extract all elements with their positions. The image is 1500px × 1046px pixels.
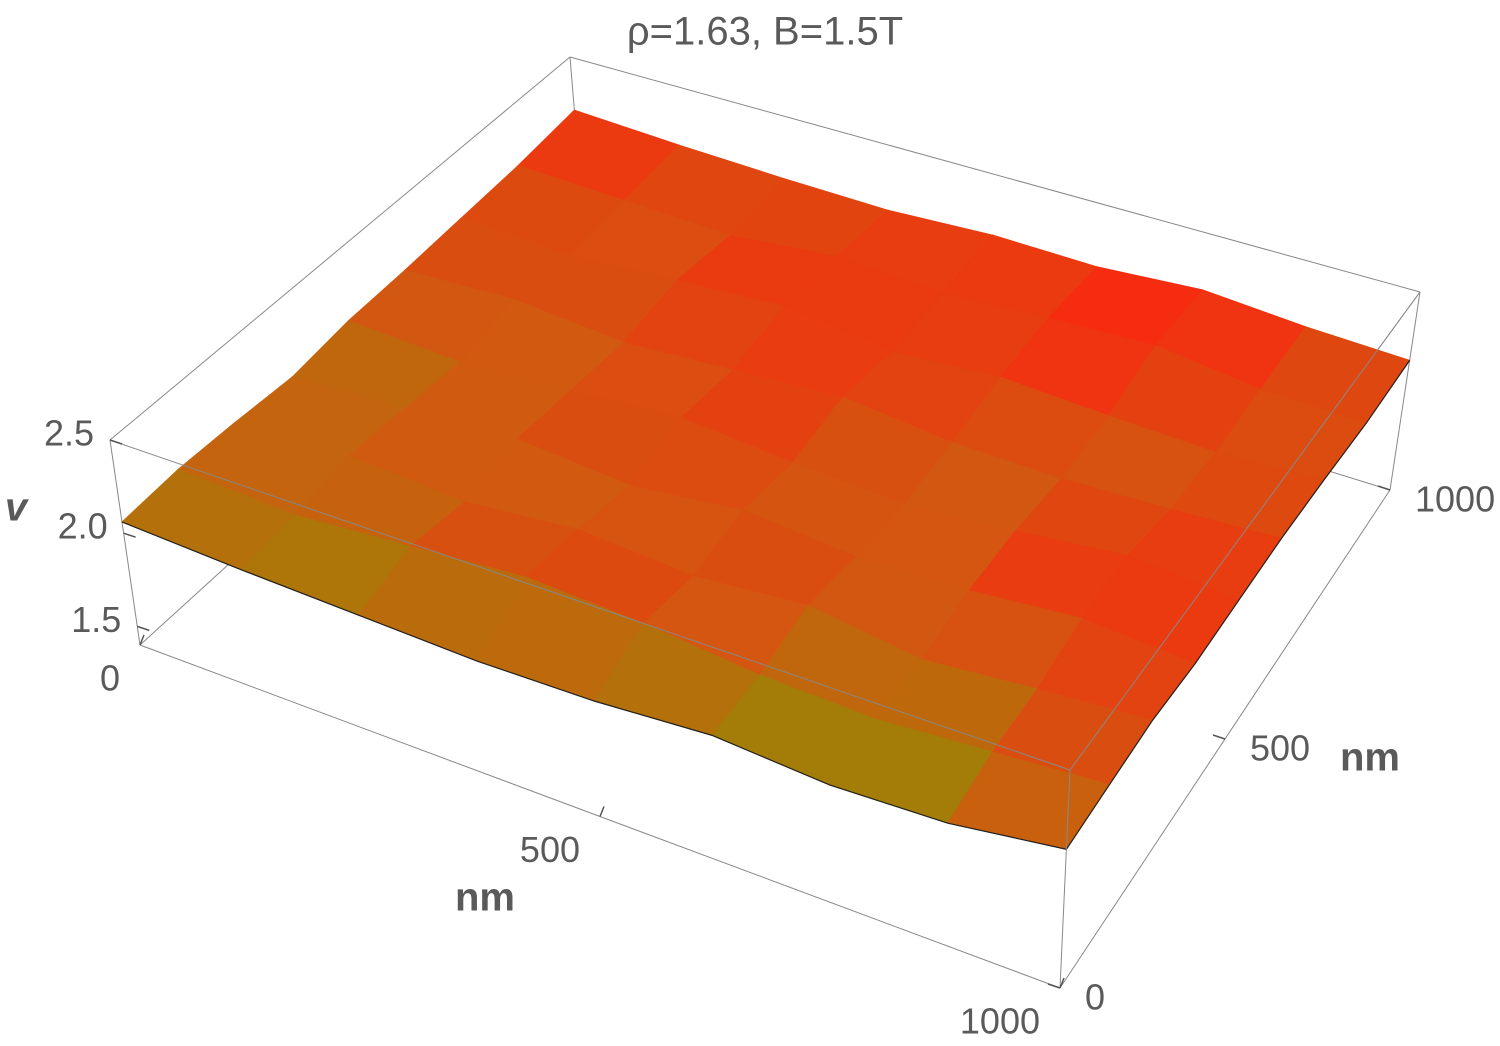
x-tick bbox=[1059, 977, 1065, 989]
z-tick-label: 2.0 bbox=[58, 506, 108, 547]
z-tick bbox=[109, 439, 123, 445]
y-tick bbox=[1212, 734, 1226, 740]
z-tick bbox=[123, 532, 136, 538]
box-edge bbox=[109, 439, 141, 646]
y-tick bbox=[1377, 485, 1391, 491]
chart-title: ρ=1.63, B=1.5T bbox=[627, 10, 903, 54]
z-tick bbox=[137, 625, 150, 632]
y-tick-label: 1000 bbox=[1415, 479, 1495, 520]
z-tick-label: 2.5 bbox=[44, 413, 94, 454]
x-tick bbox=[599, 806, 605, 817]
y-tick bbox=[1047, 983, 1061, 989]
box-edge bbox=[1069, 291, 1421, 771]
x-tick-label: 1000 bbox=[960, 1001, 1040, 1042]
x-tick bbox=[139, 634, 145, 646]
box-edge bbox=[1059, 769, 1071, 989]
box-edge bbox=[109, 439, 1071, 771]
surface bbox=[121, 109, 1411, 850]
x-axis-title: nm bbox=[455, 876, 515, 920]
y-tick-label: 0 bbox=[1085, 977, 1105, 1018]
x-tick-label: 500 bbox=[520, 829, 580, 870]
z-axis-title: v bbox=[5, 486, 30, 530]
box-edge bbox=[1389, 291, 1421, 491]
box-edge bbox=[109, 56, 571, 441]
x-tick-label: 0 bbox=[100, 658, 120, 699]
z-tick-label: 1.5 bbox=[71, 599, 121, 640]
box-edge bbox=[569, 56, 1421, 293]
y-tick-label: 500 bbox=[1250, 728, 1310, 769]
y-axis-title: nm bbox=[1340, 736, 1400, 780]
